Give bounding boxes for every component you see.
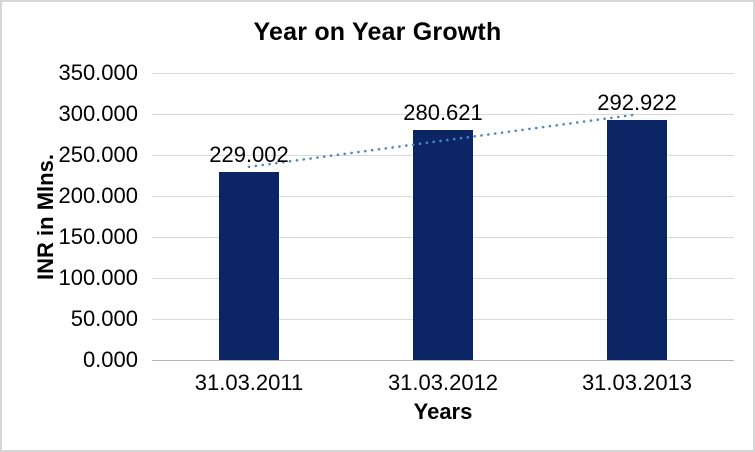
gridline — [152, 114, 734, 115]
x-axis-title: Years — [413, 399, 473, 424]
x-tick-label: 31.03.2012 — [387, 370, 499, 395]
gridline — [152, 73, 734, 74]
x-tick-label: 31.03.2013 — [581, 370, 693, 395]
y-axis-title: INR in Mlns. — [33, 154, 58, 280]
y-tick-label: 200.000 — [58, 183, 138, 208]
y-tick-label: 50.000 — [70, 306, 138, 331]
y-tick-label: 100.000 — [58, 265, 138, 290]
y-tick-label: 350.000 — [58, 60, 138, 85]
chart-title: Year on Year Growth — [253, 18, 502, 46]
y-tick-label: 0.000 — [82, 347, 138, 372]
bar-31.03.2011 — [219, 172, 279, 360]
plot-area: 229.002 280.621 292.922 — [152, 73, 734, 361]
bar-31.03.2013 — [607, 119, 667, 360]
y-tick-label: 150.000 — [58, 224, 138, 249]
y-tick-label: 300.000 — [58, 101, 138, 126]
data-label: 292.922 — [597, 89, 677, 115]
data-label: 280.621 — [403, 99, 483, 125]
y-tick-label: 250.000 — [58, 142, 138, 167]
x-axis-line — [152, 360, 734, 361]
data-label: 229.002 — [209, 142, 289, 168]
x-tick-label: 31.03.2011 — [194, 370, 304, 395]
bar-31.03.2012 — [413, 129, 473, 360]
